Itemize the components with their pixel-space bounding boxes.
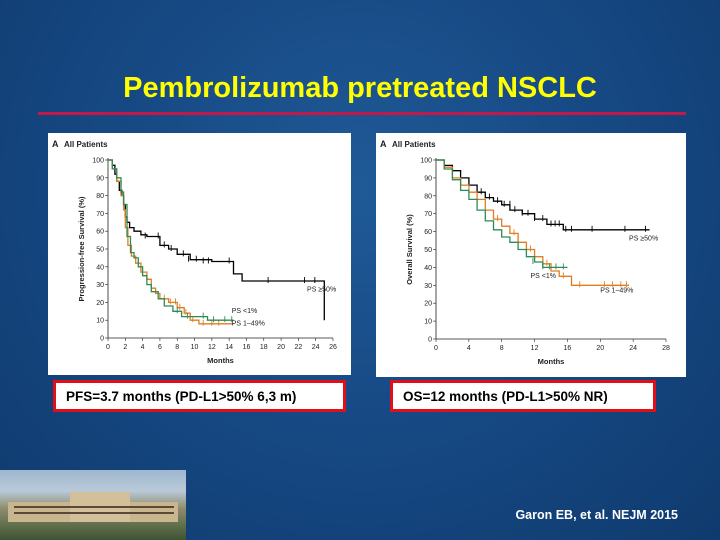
x-tick-label: 28	[662, 345, 670, 352]
x-tick-label: 6	[158, 344, 162, 351]
x-tick-label: 10	[191, 344, 199, 351]
x-tick-label: 4	[467, 345, 471, 352]
panel-label: A	[52, 139, 59, 149]
x-tick-label: 14	[225, 344, 233, 351]
x-tick-label: 24	[312, 344, 320, 351]
series-line	[108, 159, 325, 321]
y-tick-label: 10	[424, 319, 432, 326]
series-label: PS 1–49%	[232, 321, 265, 328]
series-label: PS ≥50%	[307, 287, 336, 294]
x-tick-label: 16	[243, 344, 251, 351]
x-tick-label: 2	[123, 344, 127, 351]
slide-title: Pembrolizumab pretreated NSCLC	[123, 72, 597, 104]
y-tick-label: 0	[100, 336, 104, 343]
x-tick-label: 20	[596, 345, 604, 352]
x-tick-label: 26	[329, 344, 337, 351]
x-tick-label: 18	[260, 344, 268, 351]
x-axis-label: Months	[538, 357, 565, 366]
series-line	[108, 159, 234, 321]
os-chart: A All Patients 0 10 20 30 40 50 60 70 80 90 100 0 4 8 12…	[380, 139, 670, 366]
x-axis-label: Months	[207, 356, 234, 365]
pfs-callout: PFS=3.7 months (PD-L1>50% 6,3 m)	[53, 380, 346, 412]
x-tick-label: 0	[106, 344, 110, 351]
y-tick-label: 70	[424, 211, 432, 218]
series-label: PS ≥50%	[629, 236, 658, 243]
x-tick-label: 20	[277, 344, 285, 351]
y-tick-label: 10	[96, 318, 104, 325]
series-line	[436, 159, 650, 231]
y-tick-label: 80	[96, 193, 104, 200]
y-tick-label: 20	[424, 301, 432, 308]
series-label: PS 1–49%	[600, 287, 633, 294]
series-line	[436, 159, 629, 286]
y-tick-label: 60	[424, 229, 432, 236]
y-tick-label: 40	[96, 264, 104, 271]
y-axis-label: Progression-free Survival (%)	[77, 196, 86, 302]
y-tick-label: 50	[424, 247, 432, 254]
x-tick-label: 24	[629, 345, 637, 352]
x-tick-label: 12	[531, 345, 539, 352]
y-tick-label: 70	[96, 211, 104, 218]
y-tick-label: 50	[96, 247, 104, 254]
x-tick-label: 12	[208, 344, 216, 351]
y-tick-label: 60	[96, 229, 104, 236]
x-tick-label: 22	[294, 344, 302, 351]
x-tick-label: 16	[564, 345, 572, 352]
os-chart-panel: A All Patients 0 10 20 30 40 50 60 70 80 90 100 0 4 8 12…	[376, 133, 686, 377]
x-tick-label: 8	[175, 344, 179, 351]
x-tick-label: 0	[434, 345, 438, 352]
y-tick-label: 100	[420, 158, 432, 165]
chart-title: All Patients	[392, 140, 436, 149]
citation: Garon EB, et al. NEJM 2015	[515, 508, 678, 522]
series-label: PS <1%	[530, 273, 556, 280]
y-tick-label: 100	[92, 158, 104, 165]
x-tick-label: 8	[500, 345, 504, 352]
series-line	[436, 159, 568, 269]
series-label: PS <1%	[232, 308, 258, 315]
os-callout: OS=12 months (PD-L1>50% NR)	[390, 380, 656, 412]
y-axis-label: Overall Survival (%)	[405, 214, 414, 285]
y-tick-label: 90	[96, 175, 104, 182]
chart-title: All Patients	[64, 140, 108, 149]
y-tick-label: 90	[424, 175, 432, 182]
y-tick-label: 40	[424, 265, 432, 272]
panel-label: A	[380, 139, 387, 149]
pfs-chart-panel: A All Patients 0 10 20 30 40 50 60 70 80 90 100 0 2 4 6 8…	[48, 133, 351, 375]
title-divider	[38, 112, 686, 115]
y-tick-label: 80	[424, 193, 432, 200]
x-tick-label: 4	[141, 344, 145, 351]
y-tick-label: 30	[424, 283, 432, 290]
hospital-building-photo	[0, 470, 186, 540]
y-tick-label: 0	[428, 337, 432, 344]
y-tick-label: 30	[96, 282, 104, 289]
y-tick-label: 20	[96, 300, 104, 307]
series-line	[108, 159, 234, 325]
